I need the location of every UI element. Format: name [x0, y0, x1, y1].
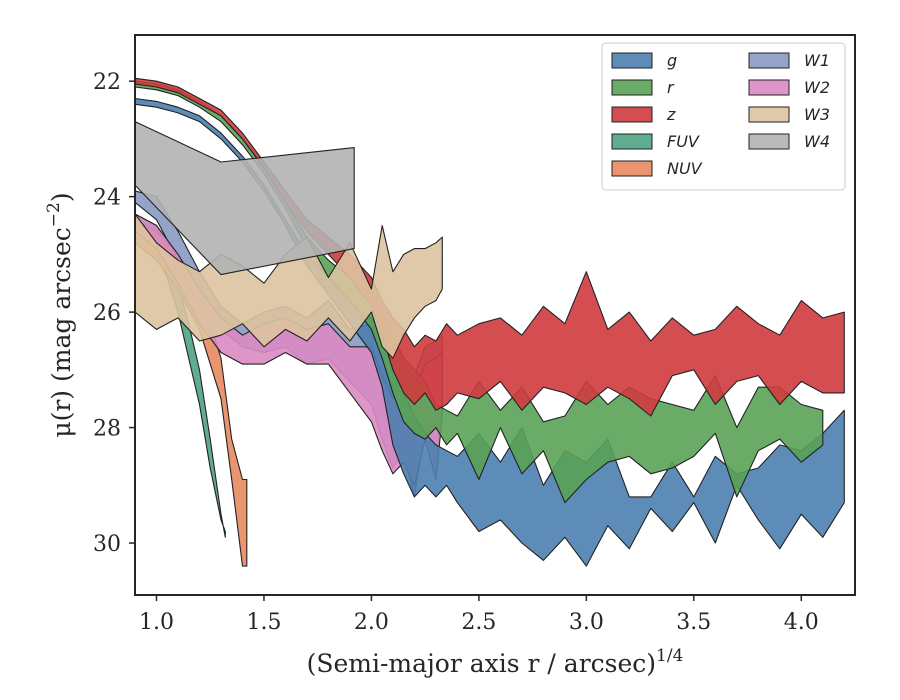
x-axis-label: (Semi-major axis r / arcsec)1/4: [307, 646, 684, 678]
x-axis-label-power: 1/4: [656, 646, 683, 666]
legend-label-nuv: NUV: [667, 159, 703, 178]
x-tick-label: 1.0: [139, 610, 174, 635]
y-tick-label: 30: [93, 532, 121, 557]
x-tick-label: 4.0: [784, 610, 819, 635]
legend-swatch-r: [611, 79, 653, 96]
legend-label-w2: W2: [804, 78, 830, 97]
legend-swatch-z: [611, 106, 653, 123]
series-band-w3: [135, 213, 443, 359]
y-axis-label-base: μ(r) (mag arcsec: [47, 227, 76, 437]
legend-label-fuv: FUV: [667, 132, 700, 151]
x-tick-label: 2.5: [461, 610, 496, 635]
series-layer: [135, 77, 845, 567]
legend: grz FUV NUV W1 W2 W3 W4: [601, 42, 846, 191]
x-tick-label: 1.5: [246, 610, 281, 635]
legend-swatch-w4: [748, 133, 790, 150]
legend-swatch-fuv: [611, 133, 653, 150]
x-axis-label-base: (Semi-major axis r / arcsec): [307, 649, 656, 678]
legend-label-r: r: [667, 78, 675, 97]
y-axis-label: μ(r) (mag arcsec−2): [44, 192, 76, 437]
y-axis-label-close: ): [47, 192, 76, 202]
x-tick-label: 3.5: [676, 610, 711, 635]
legend-label-g: g: [667, 51, 677, 70]
x-tick-label: 2.0: [354, 610, 389, 635]
legend-label-z: z: [666, 105, 676, 124]
y-tick-label: 26: [93, 301, 121, 326]
legend-label-w3: W3: [804, 105, 830, 124]
legend-label-w4: W4: [804, 132, 830, 151]
legend-swatch-g: [611, 52, 653, 69]
legend-label-w1: W1: [804, 51, 830, 70]
legend-swatch-w3: [748, 106, 790, 123]
legend-swatch-w2: [748, 79, 790, 96]
plot-frame: [134, 34, 856, 596]
series-band-w4: [135, 121, 355, 276]
legend-swatch-w1: [748, 52, 790, 69]
y-tick-label: 22: [93, 70, 121, 95]
legend-swatch-nuv: [611, 160, 653, 177]
ticks-layer: 1.0 1.5 2.0 2.5 3.0 3.5 4.0 22 24 26 28 30: [93, 70, 819, 635]
y-axis-label-power: −2: [44, 202, 64, 227]
x-tick-label: 3.0: [569, 610, 604, 635]
y-tick-label: 24: [93, 186, 121, 211]
y-tick-label: 28: [93, 417, 121, 442]
